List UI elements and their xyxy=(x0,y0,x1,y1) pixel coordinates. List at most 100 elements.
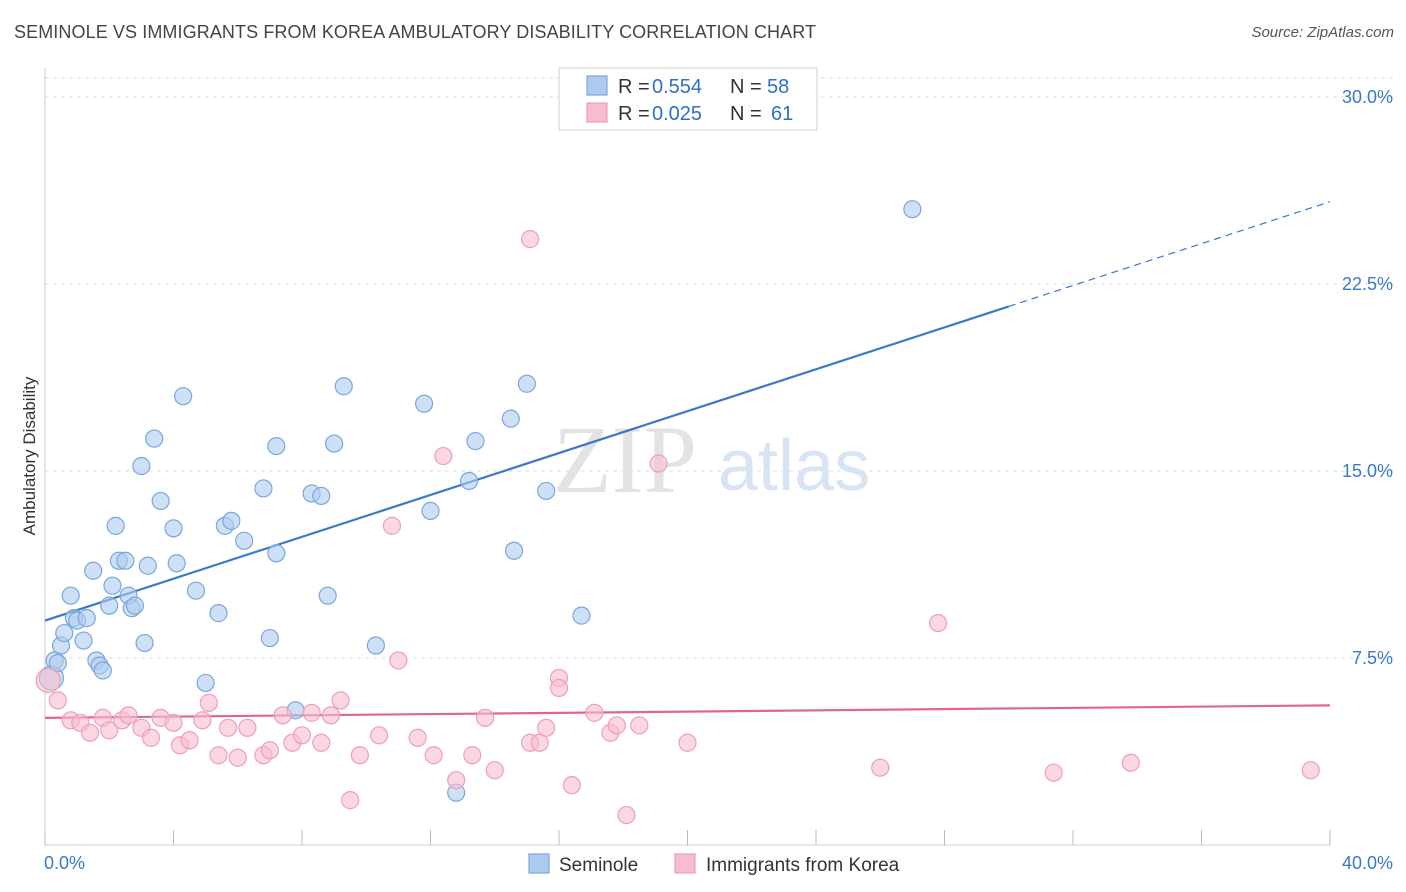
legend-r-value-1: 0.025 xyxy=(652,103,702,125)
legend-r-label-1: R = xyxy=(618,103,655,125)
data-point-korea-6 xyxy=(100,721,119,740)
data-point-korea-57 xyxy=(928,613,948,633)
data-point-seminole-44 xyxy=(325,434,344,453)
data-point-korea-12 xyxy=(164,713,183,732)
data-point-seminole-22 xyxy=(132,456,151,476)
data-point-seminole-15 xyxy=(103,576,122,595)
data-point-seminole-46 xyxy=(366,636,385,655)
watermark-atlas: atlas xyxy=(718,426,870,506)
data-point-korea-49 xyxy=(585,703,604,722)
data-point-seminole-43 xyxy=(318,586,337,605)
x-tick-label-min: 0.0% xyxy=(44,853,85,873)
data-point-korea-60 xyxy=(1301,761,1320,780)
data-point-korea-19 xyxy=(228,748,247,767)
data-point-korea-36 xyxy=(424,746,443,765)
data-point-seminole-30 xyxy=(186,581,206,600)
data-point-korea-14 xyxy=(180,731,199,750)
data-point-seminole-56 xyxy=(572,606,591,625)
data-point-seminole-21 xyxy=(125,596,145,615)
data-point-korea-25 xyxy=(292,726,312,745)
data-point-korea-31 xyxy=(350,746,369,765)
data-point-korea-43 xyxy=(530,733,549,752)
data-point-korea-8 xyxy=(119,706,138,725)
data-point-korea-20 xyxy=(238,718,257,737)
data-point-korea-40 xyxy=(476,708,495,727)
data-point-korea-53 xyxy=(630,716,649,735)
data-point-korea-54 xyxy=(649,454,668,473)
stats-legend-swatch-korea xyxy=(586,102,608,123)
y-tick-label-2: 22.5% xyxy=(1342,274,1393,294)
data-point-seminole-50 xyxy=(459,471,479,491)
y-axis-title: Ambulatory Disability xyxy=(20,376,39,535)
gridlines xyxy=(45,77,1393,659)
data-point-seminole-14 xyxy=(100,596,119,615)
data-point-korea-18 xyxy=(219,718,238,737)
data-point-korea-55 xyxy=(678,733,697,752)
data-point-seminole-45 xyxy=(334,377,353,396)
data-point-seminole-4 xyxy=(55,623,74,643)
data-point-seminole-13 xyxy=(93,661,112,680)
data-point-seminole-26 xyxy=(151,491,170,511)
data-point-seminole-23 xyxy=(135,633,154,653)
stats-legend-swatch-seminole xyxy=(586,75,608,96)
data-point-seminole-54 xyxy=(517,374,536,393)
data-point-seminole-5 xyxy=(61,586,80,605)
legend-r-value-0: 0.554 xyxy=(652,76,702,98)
data-point-korea-10 xyxy=(141,728,161,747)
series-legend: Seminole Immigrants from Korea xyxy=(528,853,900,876)
trend-line-extension-0 xyxy=(1008,201,1331,308)
trend-line-1 xyxy=(44,704,1331,719)
data-point-seminole-34 xyxy=(222,511,241,530)
data-point-korea-56 xyxy=(871,758,890,777)
data-point-seminole-35 xyxy=(235,531,254,550)
trend-lines xyxy=(44,201,1331,719)
data-point-korea-32 xyxy=(370,726,389,745)
watermark-zip: ZIP xyxy=(553,406,697,513)
data-point-seminole-42 xyxy=(312,486,331,506)
axes xyxy=(44,68,1331,846)
data-point-korea-45 xyxy=(520,230,540,249)
data-point-seminole-38 xyxy=(267,436,286,456)
data-point-seminole-32 xyxy=(209,604,228,623)
data-point-seminole-18 xyxy=(116,551,135,570)
data-point-korea-39 xyxy=(463,746,482,765)
data-point-korea-29 xyxy=(331,691,350,710)
data-point-seminole-47 xyxy=(414,394,434,413)
y-tick-label-3: 30.0% xyxy=(1342,87,1393,107)
stats-legend-row-seminole: R = 0.554 N = 58 xyxy=(618,76,789,98)
data-point-seminole-51 xyxy=(466,431,485,451)
data-point-seminole-37 xyxy=(260,628,279,648)
x-tick-label-max: 40.0% xyxy=(1342,853,1393,873)
data-point-seminole-9 xyxy=(77,609,96,628)
stats-legend: R = 0.554 N = 58 R = 0.025 N = 61 xyxy=(558,67,818,131)
data-point-seminole-39 xyxy=(267,544,286,563)
data-point-korea-28 xyxy=(321,706,341,725)
series-legend-label-korea: Immigrants from Korea xyxy=(706,855,900,876)
y-tick-label-0: 7.5% xyxy=(1352,648,1393,668)
data-point-korea-48 xyxy=(562,776,581,795)
data-point-korea-41 xyxy=(485,761,504,780)
data-point-korea-52 xyxy=(617,805,636,825)
data-point-seminole-55 xyxy=(537,481,556,501)
data-point-korea-34 xyxy=(389,651,408,670)
stats-legend-row-korea: R = 0.025 N = 61 xyxy=(618,103,793,125)
y-tick-label-1: 15.0% xyxy=(1342,461,1393,481)
chart-title: SEMINOLE VS IMMIGRANTS FROM KOREA AMBULA… xyxy=(14,22,817,42)
data-point-seminole-24 xyxy=(138,556,157,575)
data-point-korea-33 xyxy=(382,516,402,535)
data-point-korea-51 xyxy=(607,716,626,735)
data-point-korea-47 xyxy=(549,678,569,698)
data-point-seminole-57 xyxy=(903,200,922,219)
data-point-korea-59 xyxy=(1121,753,1140,772)
y-tick-labels: 7.5% 15.0% 22.5% 30.0% xyxy=(1342,87,1393,668)
data-point-korea-1 xyxy=(48,691,67,710)
data-point-korea-58 xyxy=(1044,763,1063,782)
data-point-seminole-31 xyxy=(196,673,215,693)
data-point-seminole-48 xyxy=(421,501,440,520)
data-point-korea-27 xyxy=(312,733,331,752)
data-point-seminole-52 xyxy=(501,409,520,428)
data-point-korea-17 xyxy=(209,746,228,765)
data-point-korea-26 xyxy=(302,703,321,722)
series-legend-swatch-seminole xyxy=(528,853,550,874)
